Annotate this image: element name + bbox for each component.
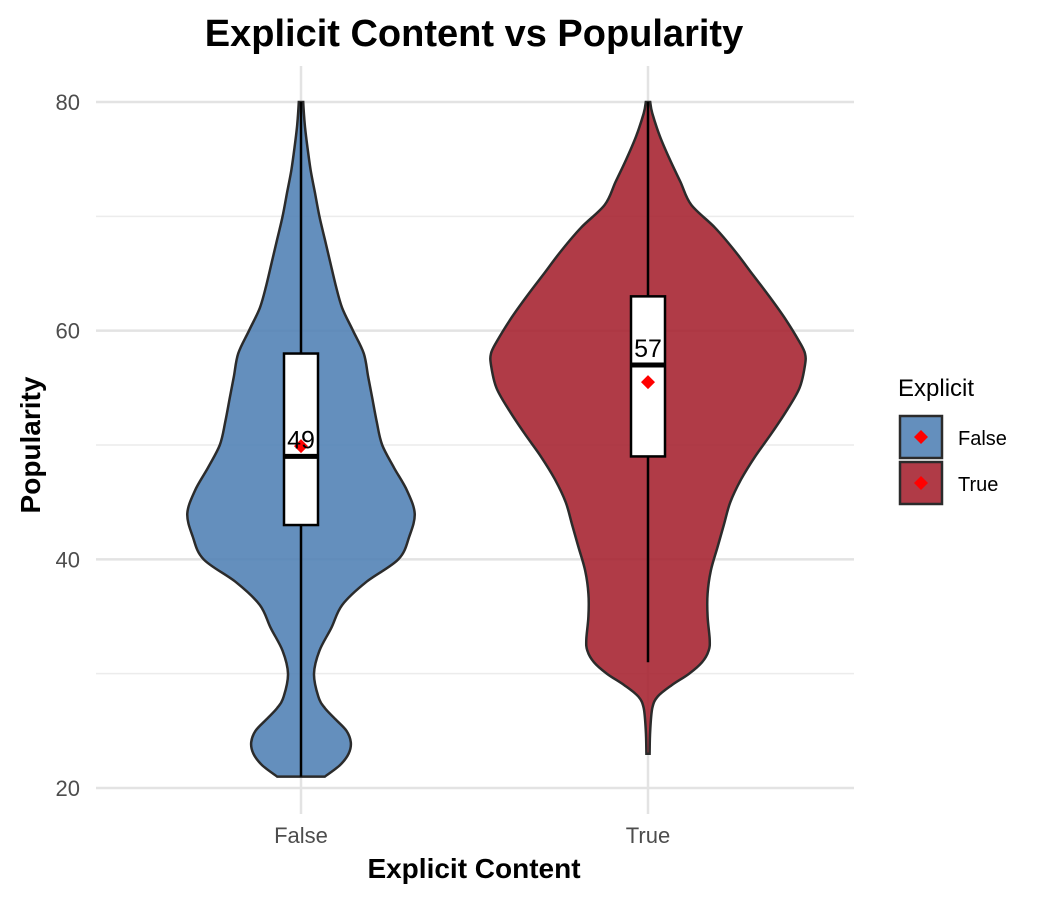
y-axis-ticks: 20 40 60 80 <box>56 90 80 801</box>
violin-layer <box>186 100 807 778</box>
mean-marker-false <box>294 439 308 454</box>
legend: Explicit False True <box>898 375 1007 506</box>
legend-label-true: True <box>958 474 998 496</box>
x-axis-ticks: False True <box>274 806 670 848</box>
x-tick-label: False <box>274 823 328 848</box>
legend-marker-true <box>914 476 928 490</box>
y-tick-label: 40 <box>56 547 80 572</box>
x-tick-label: True <box>626 823 670 848</box>
legend-label-false: False <box>958 428 1007 450</box>
legend-title: Explicit <box>898 375 974 402</box>
legend-marker-false <box>914 430 928 444</box>
box-true <box>629 295 667 458</box>
chart-title: Explicit Content vs Popularity <box>205 13 743 55</box>
mean-marker-true <box>641 375 655 390</box>
y-tick-label: 60 <box>56 319 80 344</box>
median-label-true: 57 <box>634 335 662 363</box>
box-layer: 49 57 <box>282 102 667 777</box>
y-axis-title: Popularity <box>15 376 46 513</box>
x-axis-title: Explicit Content <box>367 853 580 884</box>
y-tick-label: 80 <box>56 90 80 115</box>
y-tick-label: 20 <box>56 776 80 801</box>
median-label-false: 49 <box>287 426 315 454</box>
